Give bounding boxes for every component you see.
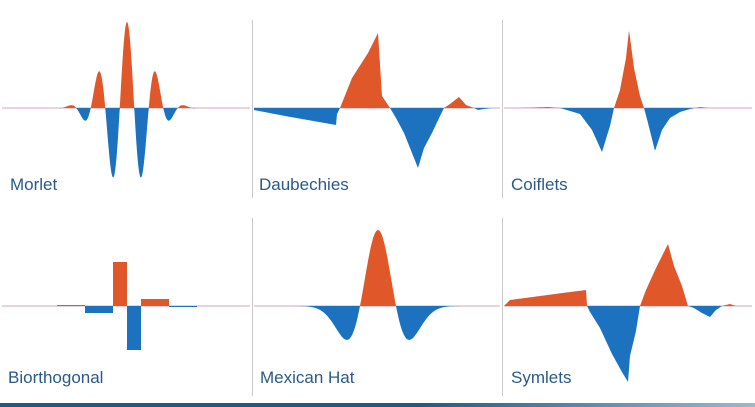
label-symlets: Symlets xyxy=(511,368,572,387)
biorthogonal-bar-2 xyxy=(85,306,113,313)
biorthogonal-bar-5 xyxy=(141,299,169,306)
label-morlet: Morlet xyxy=(10,175,58,194)
biorthogonal-bar-4 xyxy=(127,306,141,350)
daubechies-positive-area xyxy=(254,33,494,108)
biorthogonal-bar-3 xyxy=(113,262,127,306)
daubechies-negative-area xyxy=(254,108,494,168)
divider-top-2 xyxy=(502,20,503,198)
morlet-negative-area xyxy=(60,108,195,178)
biorthogonal-bar-1 xyxy=(57,305,85,306)
mexican-hat-positive-area xyxy=(298,230,460,306)
divider-bottom-2 xyxy=(502,218,503,396)
label-coiflets: Coiflets xyxy=(511,175,568,194)
divider-bottom-1 xyxy=(252,218,253,396)
divider-top-1 xyxy=(252,20,253,198)
biorthogonal-bar-6 xyxy=(169,306,197,307)
morlet-positive-area xyxy=(60,22,195,109)
coiflets-negative-area xyxy=(516,108,712,152)
label-daubechies: Daubechies xyxy=(259,175,349,194)
mexican-hat-negative-area xyxy=(298,306,460,340)
symlets-positive-area xyxy=(504,244,740,306)
label-mexican-hat: Mexican Hat xyxy=(260,368,355,387)
bottom-accent-bar xyxy=(0,403,755,407)
symlets-negative-area xyxy=(504,306,740,382)
coiflets-positive-area xyxy=(516,31,712,108)
label-biorthogonal: Biorthogonal xyxy=(8,368,104,387)
